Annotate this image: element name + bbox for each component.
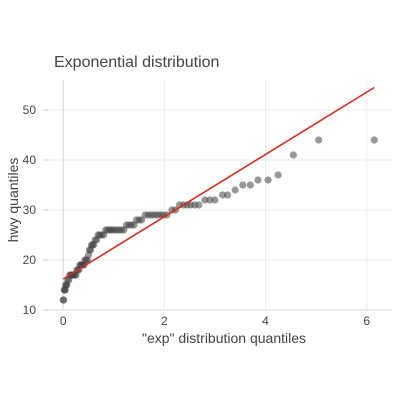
y-tick-label: 20 [23, 253, 37, 267]
data-point [206, 196, 214, 204]
x-tick-label: 4 [262, 314, 269, 328]
data-point [201, 196, 209, 204]
reference-line-layer [62, 86, 375, 280]
data-point [370, 136, 378, 144]
data-point [239, 181, 247, 189]
data-point [137, 216, 146, 224]
data-point [274, 171, 282, 179]
x-tick-label: 2 [161, 314, 168, 328]
data-point [231, 186, 239, 194]
data-point [195, 201, 203, 209]
grid [48, 80, 392, 311]
y-tick-label: 50 [23, 103, 37, 117]
y-tick-label: 30 [23, 203, 37, 217]
data-point [223, 191, 232, 199]
data-point [254, 176, 262, 184]
x-tick-label: 0 [60, 314, 67, 328]
data-point [211, 196, 219, 204]
x-tick-label: 6 [363, 314, 370, 328]
data-point [315, 136, 323, 144]
axis-ticks: 10 20 30 40 50 0 2 4 6 [23, 103, 371, 328]
reference-line [62, 86, 375, 280]
data-points [59, 136, 378, 304]
x-axis-title: "exp" distribution quantiles [142, 330, 306, 346]
data-point [60, 296, 68, 304]
chart-title: Exponential distribution [54, 54, 219, 71]
data-point [246, 181, 254, 189]
data-point [289, 151, 297, 159]
data-point [218, 191, 227, 199]
y-axis-title: hwy quantiles [5, 158, 21, 243]
y-tick-label: 40 [23, 153, 37, 167]
data-point [264, 176, 272, 184]
y-tick-label: 10 [23, 303, 37, 317]
